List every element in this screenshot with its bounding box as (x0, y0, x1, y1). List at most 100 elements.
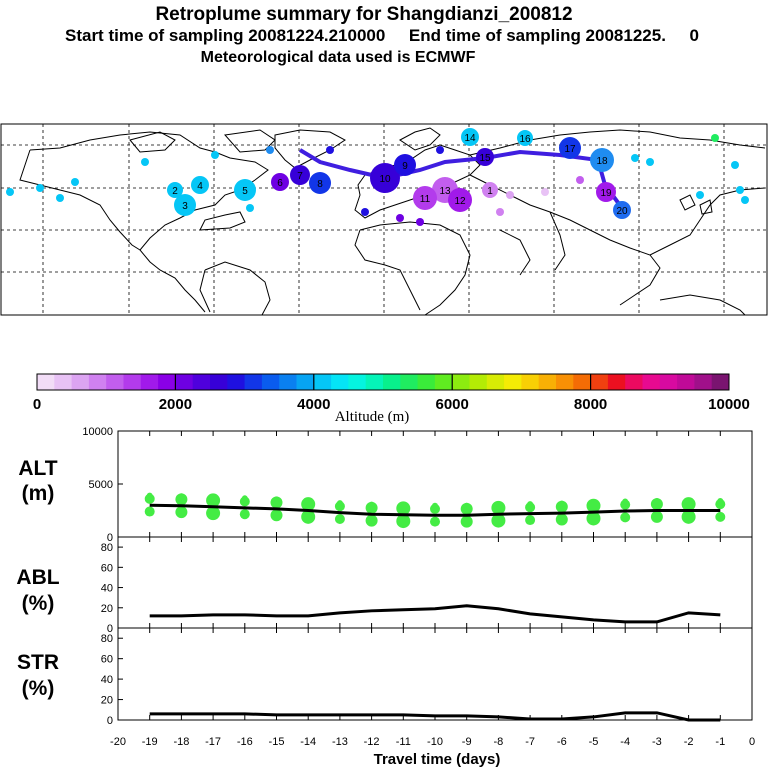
x-tick-label: -8 (494, 736, 504, 748)
altitude-scatter-point (210, 494, 217, 501)
x-tick-label: -16 (237, 736, 253, 748)
altitude-scatter-point (334, 513, 345, 524)
colorbar-segment (677, 374, 695, 390)
colorbar-segment (417, 374, 436, 390)
plume-cluster-small (246, 204, 254, 212)
plume-cluster-small (266, 146, 274, 154)
altitude-scatter-point (206, 506, 221, 521)
altitude-scatter-point (273, 496, 280, 503)
series-line-str (149, 711, 721, 722)
colorbar-segment (123, 374, 142, 390)
plume-cluster-small (6, 188, 14, 196)
x-tick-label: -7 (525, 736, 535, 748)
plume-cluster-label: 4 (197, 181, 203, 192)
y-tick-label: 0 (107, 532, 113, 544)
colorbar-frame (36, 373, 730, 391)
altitude-scatter-point (558, 500, 565, 507)
plume-cluster-label: 9 (402, 161, 408, 172)
colorbar-segment (158, 374, 176, 390)
plume-cluster (394, 154, 416, 176)
plume-cluster (590, 148, 614, 172)
altitude-scatter-point (400, 502, 407, 509)
plume-cluster (191, 176, 209, 194)
colorbar-segment (175, 374, 194, 390)
plume-cluster-small (71, 178, 79, 186)
plume-cluster-small (576, 176, 584, 184)
altitude-scatter-point (175, 506, 188, 519)
altitude-scatter-point (586, 498, 601, 513)
x-tick-label: -6 (557, 736, 567, 748)
plume-cluster (309, 172, 331, 194)
plume-cluster-label: 19 (600, 188, 612, 199)
x-tick-label: -4 (620, 736, 630, 748)
title-line-2: Start time of sampling 20081224.210000 E… (65, 26, 699, 45)
plume-cluster (482, 182, 498, 198)
y-tick-label: 20 (101, 603, 113, 615)
plume-cluster-label: 11 (420, 194, 431, 205)
altitude-scatter-point (396, 514, 411, 529)
altitude-scatter-point (586, 511, 601, 526)
altitude-scatter-point (301, 497, 316, 512)
altitude-scatter-point (653, 497, 660, 504)
plume-cluster (476, 148, 494, 166)
colorbar-tick-label: 10000 (708, 396, 750, 413)
altitude-scatter-point (178, 493, 185, 500)
altitude-scatter-point (146, 492, 153, 499)
colorbar-segment (71, 374, 90, 390)
colorbar-segment (694, 374, 713, 390)
altitude-scatter-point (305, 497, 312, 504)
colorbar-segment (434, 374, 453, 390)
altitude-scatter-point (336, 500, 343, 507)
colorbar-segment (192, 374, 211, 390)
altitude-scatter-point (527, 501, 534, 508)
x-tick-label: -12 (364, 736, 380, 748)
plume-cluster-small (646, 158, 654, 166)
alt-label-line2: (m) (22, 482, 55, 505)
altitude-scatter-point (430, 516, 440, 527)
altitude-scatter-point (365, 514, 378, 527)
altitude-scatter-point (491, 513, 506, 528)
x-tick-label: -10 (427, 736, 443, 748)
plume-cluster (370, 163, 400, 193)
plume-cluster (413, 186, 437, 210)
y-tick-label: 10000 (82, 426, 113, 438)
altitude-scatter-point (241, 495, 248, 502)
y-tick-label: 60 (101, 562, 113, 574)
plume-cluster-small (416, 218, 424, 226)
x-tick-label: -14 (300, 736, 316, 748)
altitude-scatter-point (650, 510, 663, 523)
colorbar-segment (400, 374, 418, 390)
colorbar-segment (625, 374, 643, 390)
plume-cluster (613, 201, 631, 219)
altitude-scatter-point (301, 509, 316, 524)
y-tick-label: 40 (101, 674, 113, 686)
plume-cluster-label: 8 (317, 179, 323, 190)
plume-cluster-small (731, 161, 739, 169)
series-line-abl (149, 604, 721, 624)
panel-str: 80 60 40 20 0 (101, 627, 753, 727)
x-tick-label: -13 (332, 736, 348, 748)
x-tick-label: -3 (652, 736, 662, 748)
altitude-scatter-point (239, 509, 250, 520)
altitude-scatter-point (650, 498, 663, 511)
colorbar-segment (573, 374, 591, 390)
plume-cluster-small (36, 184, 44, 192)
altitude-scatter-point (681, 509, 696, 524)
colorbar-segment (331, 374, 349, 390)
altitude-scatter-point (432, 502, 438, 509)
x-tick-label: -2 (684, 736, 694, 748)
colorbar-segment (452, 374, 470, 390)
colorbar-tick-label: 2000 (159, 396, 192, 413)
plume-cluster-small (396, 214, 404, 222)
plume-cluster-small (211, 151, 219, 159)
altitude-scatter-point (620, 512, 631, 523)
plume-cluster-small (711, 134, 719, 142)
colorbar-tick-labels: 0 2000 4000 6000 8000 10000 (33, 396, 750, 413)
plume-cluster-small (736, 186, 744, 194)
title-line-1: Retroplume summary for Shangdianzi_20081… (155, 4, 572, 25)
plume-cluster-label: 14 (464, 133, 476, 144)
altitude-scatter-point (525, 515, 536, 526)
plume-cluster-label: 15 (479, 153, 491, 164)
y-tick-label: 80 (101, 633, 113, 645)
